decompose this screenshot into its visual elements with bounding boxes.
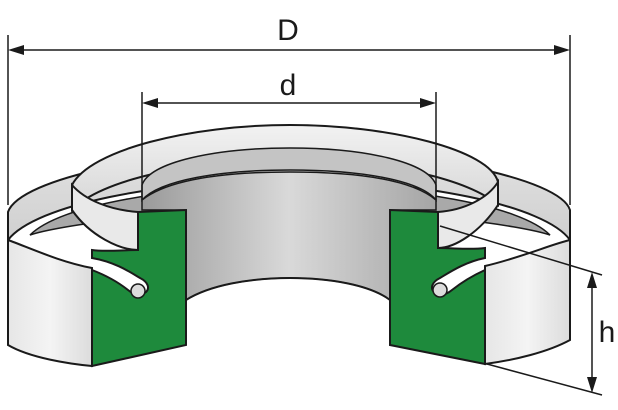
label-d: d <box>280 69 297 102</box>
dimension-d: d <box>141 69 437 200</box>
dimension-D: D <box>7 14 571 205</box>
outer-wall-left <box>7 212 93 368</box>
cross-section-left <box>91 208 187 368</box>
dimension-h: h <box>439 225 616 396</box>
cross-section-right <box>389 208 486 366</box>
outer-wall-right <box>484 210 571 366</box>
label-h: h <box>599 316 616 349</box>
label-D: D <box>277 14 299 47</box>
inner-ring-front-arc <box>185 276 391 301</box>
